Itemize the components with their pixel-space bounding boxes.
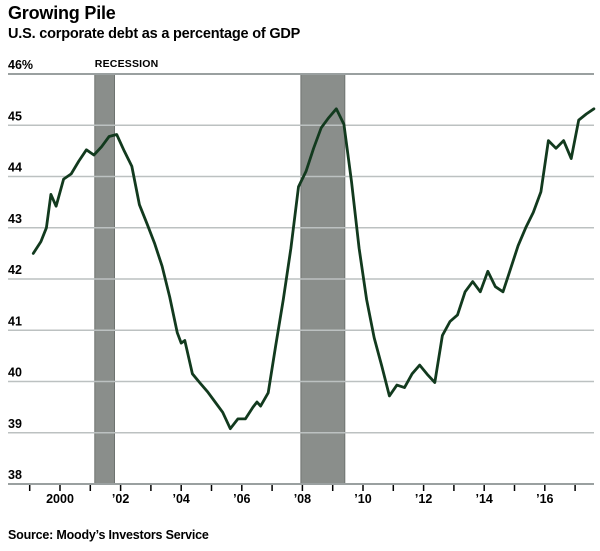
x-tick-label: ’02 (112, 492, 129, 506)
x-tick-label: ’04 (173, 492, 190, 506)
y-tick-label: 46% (8, 58, 33, 72)
source-note: Source: Moody’s Investors Service (8, 528, 209, 542)
debt-line-chart: 46% 45 44 43 42 41 40 39 38 RECESSION 2000 ’02 ’04 ’0… (8, 58, 596, 506)
y-tick-label: 44 (8, 161, 22, 175)
x-tick-label: 2000 (46, 492, 74, 506)
y-tick-label: 40 (8, 366, 22, 380)
x-tick-label: ’08 (294, 492, 311, 506)
chart-title: Growing Pile (8, 3, 116, 23)
x-tick-label: ’12 (415, 492, 432, 506)
x-tick-label: ’16 (536, 492, 553, 506)
x-tick-label: ’10 (354, 492, 371, 506)
chart-subtitle: U.S. corporate debt as a percentage of G… (8, 26, 301, 42)
y-tick-label: 38 (8, 468, 22, 482)
recession-caption: RECESSION (95, 58, 159, 70)
x-tick-label: ’14 (476, 492, 493, 506)
y-tick-label: 39 (8, 417, 22, 431)
y-tick-label: 41 (8, 314, 22, 328)
y-tick-label: 43 (8, 212, 22, 226)
y-tick-label: 45 (8, 109, 22, 123)
y-tick-label: 42 (8, 263, 22, 277)
debt-line (31, 107, 596, 431)
x-tick-label: ’06 (233, 492, 250, 506)
